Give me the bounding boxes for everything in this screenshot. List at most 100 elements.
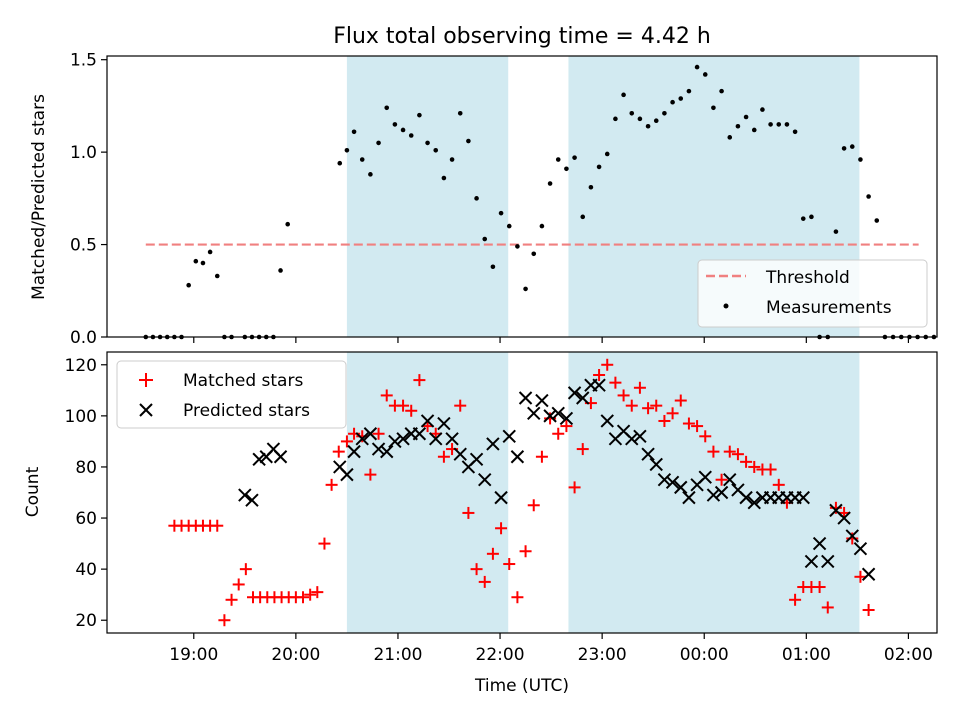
data-point	[494, 490, 508, 505]
measurements-legend-swatch	[723, 303, 729, 309]
y-tick-label: 0.0	[70, 328, 97, 348]
y-tick-label: 1.5	[70, 51, 97, 71]
data-point	[238, 488, 252, 502]
top-legend: Threshold Measurements	[697, 259, 928, 328]
data-point	[633, 429, 647, 444]
threshold-legend-label: Threshold	[765, 268, 850, 288]
data-point	[866, 194, 871, 199]
data-point	[829, 501, 842, 514]
data-point	[564, 166, 569, 172]
shaded-interval-0	[346, 352, 509, 633]
data-point	[535, 393, 549, 408]
data-point	[800, 216, 806, 221]
data-point	[682, 490, 696, 505]
data-point	[772, 478, 785, 491]
data-point	[273, 450, 288, 464]
data-point	[812, 536, 827, 551]
data-point	[604, 151, 610, 157]
y-tick-label: 40	[75, 560, 97, 580]
chart-title: Flux total observing time = 4.42 h	[333, 24, 711, 49]
data-point	[372, 427, 385, 440]
data-point	[437, 416, 451, 431]
series-matched-stars	[168, 358, 875, 627]
data-point	[515, 244, 520, 249]
data-point	[609, 376, 622, 389]
data-point	[297, 591, 310, 604]
data-point	[560, 420, 573, 433]
data-point	[368, 172, 373, 177]
data-point	[682, 417, 695, 430]
data-point	[457, 111, 463, 116]
series-measurements	[143, 64, 937, 340]
data-point	[340, 467, 354, 482]
data-point	[792, 129, 798, 135]
data-point	[588, 184, 594, 190]
data-point	[186, 282, 191, 288]
data-point	[200, 260, 206, 266]
data-point	[211, 519, 224, 532]
data-point	[363, 427, 378, 441]
data-point	[657, 473, 672, 487]
data-point	[437, 450, 450, 463]
data-point	[405, 404, 418, 417]
x-axis-label: Time (UTC)	[474, 676, 569, 696]
data-point	[625, 432, 639, 446]
data-point	[543, 409, 557, 423]
y-tick-label: 20	[75, 611, 97, 631]
data-point	[252, 452, 266, 466]
data-point	[694, 64, 700, 70]
data-point	[232, 578, 245, 591]
data-point	[445, 432, 459, 446]
data-point	[854, 570, 867, 583]
x-tick-label: 21:00	[373, 645, 422, 665]
data-point	[218, 614, 231, 627]
data-point	[207, 249, 213, 255]
shaded-interval-1	[568, 352, 860, 633]
data-point	[674, 480, 688, 495]
data-point	[698, 470, 712, 484]
data-point	[796, 490, 810, 505]
data-point	[686, 88, 692, 94]
data-point	[239, 563, 252, 576]
bottom-legend: Matched stars Predicted stars	[116, 360, 347, 429]
data-point	[285, 221, 291, 227]
data-point	[351, 129, 357, 135]
data-point	[318, 537, 331, 550]
data-point	[539, 223, 545, 229]
y-tick-label: 80	[75, 458, 97, 478]
x-tick-label: 01:00	[782, 645, 831, 665]
data-point	[527, 406, 541, 421]
data-point	[359, 157, 365, 162]
top-y-axis-label: Matched/Predicted stars	[29, 94, 49, 300]
x-tick-label: 02:00	[884, 645, 933, 665]
data-point	[706, 488, 721, 502]
data-point	[474, 196, 479, 201]
data-point	[784, 122, 790, 127]
data-point	[617, 389, 630, 402]
bottom-y-axis-label: Count	[23, 466, 43, 517]
data-point	[768, 122, 773, 127]
data-point	[821, 601, 834, 614]
data-point	[743, 114, 749, 120]
data-point	[804, 554, 819, 569]
data-point	[719, 88, 724, 94]
data-point	[567, 386, 582, 400]
data-point	[858, 157, 863, 162]
data-point	[658, 414, 671, 427]
data-point	[486, 547, 499, 560]
data-point	[723, 445, 736, 458]
data-point	[592, 378, 606, 392]
data-point	[380, 389, 393, 402]
x-tick-label: 19:00	[169, 645, 218, 665]
data-point	[714, 485, 729, 500]
data-point	[420, 414, 435, 428]
data-point	[503, 558, 516, 571]
data-point	[482, 236, 488, 242]
data-point	[433, 147, 439, 153]
data-point	[371, 442, 386, 456]
data-point	[621, 92, 626, 98]
data-point	[846, 532, 859, 545]
data-point	[674, 394, 687, 407]
data-point	[429, 432, 443, 446]
